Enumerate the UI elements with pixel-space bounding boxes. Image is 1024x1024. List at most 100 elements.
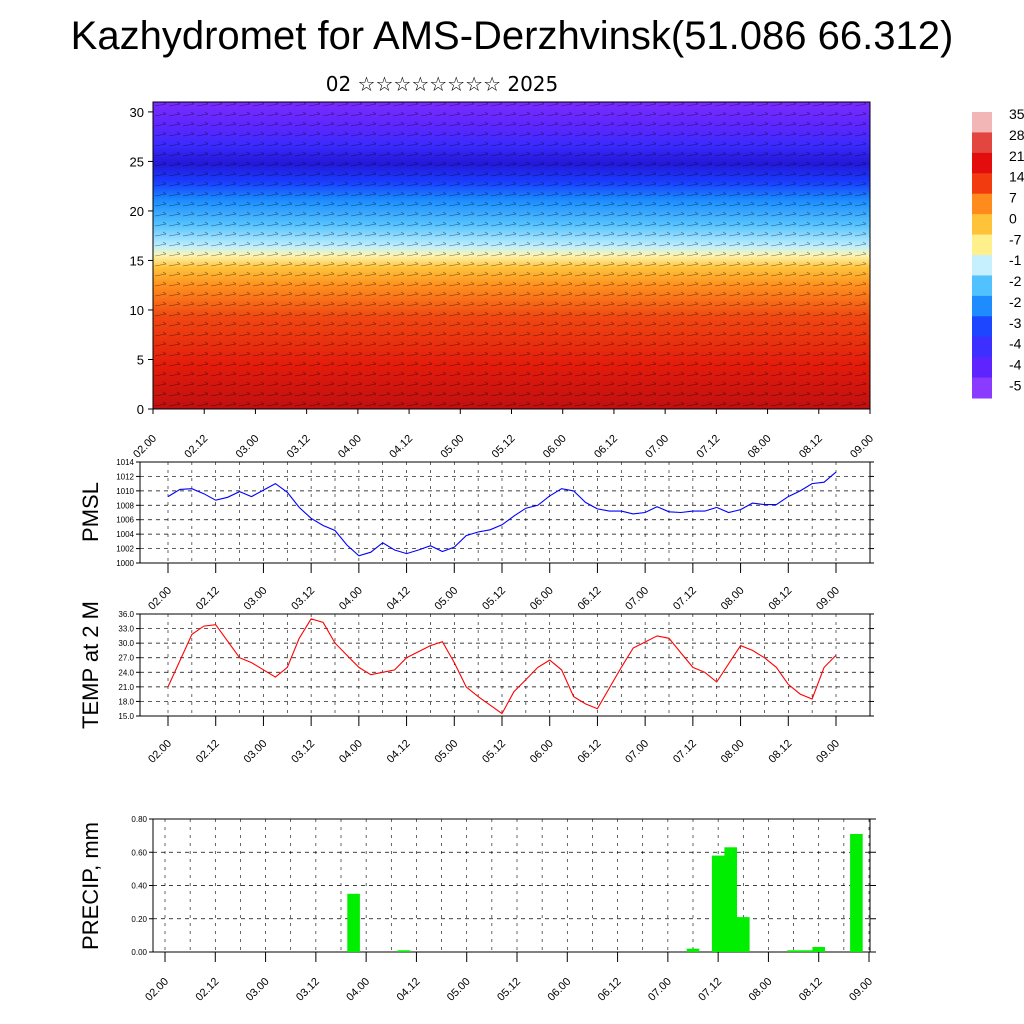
colorbar-swatch	[972, 275, 992, 297]
y-tick-label: 1004	[116, 530, 134, 539]
x-tick-label: 02.00	[143, 976, 171, 1004]
x-tick-label: 09.00	[847, 976, 875, 1004]
precip-bar	[799, 950, 813, 952]
y-tick-label: 0.40	[131, 882, 147, 891]
colorbar-swatch	[972, 152, 992, 174]
x-tick-label: 04.12	[385, 585, 413, 613]
x-tick-label: 07.12	[696, 976, 724, 1004]
x-tick-label: 06.12	[592, 433, 620, 461]
x-tick-label: 05.12	[495, 976, 523, 1004]
colorbar-swatch	[972, 112, 992, 133]
y-tick-label: 27.0	[118, 654, 134, 663]
x-tick-label: 06.12	[596, 976, 624, 1004]
precip-bar	[737, 917, 750, 952]
x-tick-label: 03.12	[294, 976, 322, 1004]
colorbar-swatch	[972, 132, 992, 154]
colorbar-label: 28	[1009, 127, 1024, 143]
y-tick-label: 0	[137, 402, 144, 417]
y-tick-label: 0.80	[131, 815, 147, 824]
x-tick-label: 05.00	[432, 738, 460, 766]
x-tick-label: 08.12	[766, 738, 794, 766]
x-tick-label: 08.00	[719, 738, 747, 766]
x-tick-label: 03.00	[244, 976, 272, 1004]
x-tick-label: 02.12	[193, 976, 221, 1004]
x-tick-label: 04.00	[344, 976, 372, 1004]
colorbar-swatch	[972, 214, 992, 236]
x-tick-label: 04.12	[387, 433, 415, 461]
y-tick-label: 1000	[116, 559, 134, 568]
chart-subtitle: 02 ☆☆☆☆☆☆☆☆ 2025	[325, 72, 559, 96]
x-tick-label: 05.00	[432, 585, 460, 613]
x-tick-label: 08.00	[747, 976, 775, 1004]
y-tick-label: 0.20	[131, 915, 147, 924]
y-tick-label: 18.0	[118, 697, 134, 706]
x-tick-label: 08.12	[797, 433, 825, 461]
y-axis-label: PMSL	[78, 482, 103, 542]
colorbar-label: -4	[1009, 357, 1022, 373]
x-tick-label: 04.12	[385, 738, 413, 766]
x-tick-label: 03.00	[242, 585, 270, 613]
colorbar-label: -5	[1009, 377, 1022, 393]
x-tick-label: 03.12	[289, 585, 317, 613]
x-tick-label: 02.00	[146, 585, 174, 613]
x-tick-label: 06.12	[576, 738, 604, 766]
y-axis-label: TEMP at 2 M	[78, 601, 103, 729]
series-line	[167, 471, 837, 557]
colorbar-swatch	[972, 377, 992, 399]
y-tick-label: 25	[130, 154, 144, 169]
x-tick-label: 04.12	[395, 976, 423, 1004]
x-tick-label: 02.00	[146, 738, 174, 766]
colorbar-label: 21	[1009, 148, 1024, 164]
x-tick-label: 08.12	[797, 976, 825, 1004]
x-tick-label: 04.00	[336, 433, 364, 461]
colorbar-label: 7	[1009, 190, 1017, 206]
y-tick-label: 5	[137, 352, 144, 367]
x-tick-label: 03.00	[242, 738, 270, 766]
precip-bar	[711, 855, 725, 952]
colorbar-label: -7	[1009, 231, 1022, 247]
x-tick-label: 02.00	[131, 433, 159, 461]
x-tick-label: 07.12	[671, 585, 699, 613]
x-tick-label: 02.12	[182, 433, 210, 461]
x-tick-label: 05.12	[480, 738, 508, 766]
colorbar-label: 0	[1009, 210, 1017, 226]
y-tick-label: 0.00	[131, 948, 147, 957]
y-tick-label: 10	[130, 303, 144, 318]
x-tick-label: 07.00	[623, 585, 651, 613]
panel-frame	[139, 461, 871, 564]
y-tick-label: 1014	[116, 458, 134, 467]
colorbar-swatch	[972, 234, 992, 256]
precip-bar	[686, 948, 700, 952]
x-tick-label: 05.00	[445, 976, 473, 1004]
precip-bar	[347, 893, 360, 952]
colorbar-label: -1	[1009, 252, 1022, 268]
y-tick-label: 15.0	[118, 712, 134, 721]
y-tick-label: 15	[130, 253, 144, 268]
y-axis-label: PRECIP, mm	[78, 822, 103, 950]
colorbar-label: -2	[1009, 273, 1022, 289]
panel-frame	[139, 613, 871, 717]
colorbar-swatch	[972, 173, 992, 195]
x-tick-label: 04.00	[337, 738, 365, 766]
precip-bar	[724, 847, 737, 952]
y-tick-label: 33.0	[118, 625, 134, 634]
x-tick-label: 09.00	[814, 585, 842, 613]
x-tick-label: 06.00	[528, 585, 556, 613]
x-tick-label: 02.12	[194, 585, 222, 613]
precip-bar	[850, 834, 863, 952]
x-tick-label: 06.12	[576, 585, 604, 613]
y-tick-label: 1008	[116, 501, 134, 510]
x-tick-label: 08.00	[719, 585, 747, 613]
x-tick-label: 05.00	[438, 433, 466, 461]
colorbar-swatch	[972, 316, 992, 338]
x-tick-label: 06.00	[545, 976, 573, 1004]
x-tick-label: 07.12	[695, 433, 723, 461]
colorbar-label: 35	[1009, 106, 1024, 122]
x-tick-label: 07.00	[623, 738, 651, 766]
y-tick-label: 1010	[116, 487, 134, 496]
y-tick-label: 30	[130, 105, 144, 120]
x-tick-label: 07.12	[671, 738, 699, 766]
y-tick-label: 20	[130, 204, 144, 219]
x-tick-label: 03.12	[285, 433, 313, 461]
